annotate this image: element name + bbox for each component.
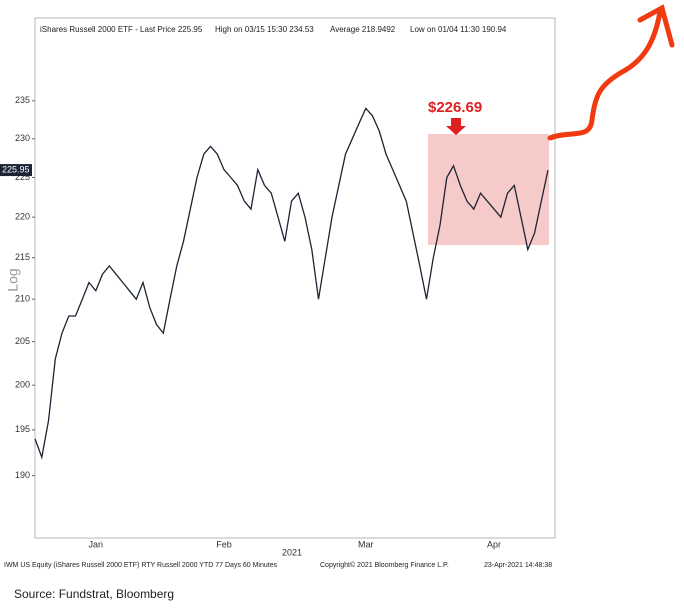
last-price-tag [0, 164, 32, 177]
y-tick-label: 225 [15, 172, 30, 182]
y-tick-label: 235 [15, 95, 30, 105]
plot-frame [34, 17, 556, 539]
y-tick-label: 195 [15, 424, 30, 434]
range-box [428, 134, 549, 245]
y-tick-label: 190 [15, 470, 30, 480]
y-tick-label: 205 [15, 336, 30, 346]
x-tick-label: Mar [358, 539, 374, 549]
x-tick-label: Jan [88, 539, 103, 549]
footer-mid: Copyright© 2021 Bloomberg Finance L.P. [320, 561, 449, 569]
y-tick-label: 220 [15, 212, 30, 222]
x-tick-label: Feb [216, 539, 232, 549]
source: Source: Fundstrat, Bloomberg [14, 587, 174, 601]
legend-3: Average 218.9492 [330, 25, 396, 34]
y-tick-label: 200 [15, 380, 30, 390]
annotation-arrow [446, 118, 466, 135]
legend-4: Low on 01/04 11:30 190.94 [410, 25, 507, 34]
legend-2: High on 03/15 15:30 234.53 [215, 25, 314, 34]
y-tick-label: 210 [15, 294, 30, 304]
x-tick-label: Apr [487, 539, 501, 549]
last-price-label: 225.95 [2, 164, 30, 174]
hand-arrow [547, 4, 675, 141]
x-axis-label: 2021 [282, 547, 302, 557]
legend-1: iShares Russell 2000 ETF - Last Price 22… [40, 25, 203, 34]
y-tick-label: 230 [15, 133, 30, 143]
footer-left: IWM US Equity (iShares Russell 2000 ETF)… [4, 562, 278, 569]
annotation: $226.69 [428, 99, 482, 116]
y-tick-label: 215 [15, 252, 30, 262]
price-line [34, 107, 549, 460]
footer-right: 23-Apr-2021 14:48:38 [484, 562, 552, 569]
y-axis-label: Log [5, 268, 21, 291]
